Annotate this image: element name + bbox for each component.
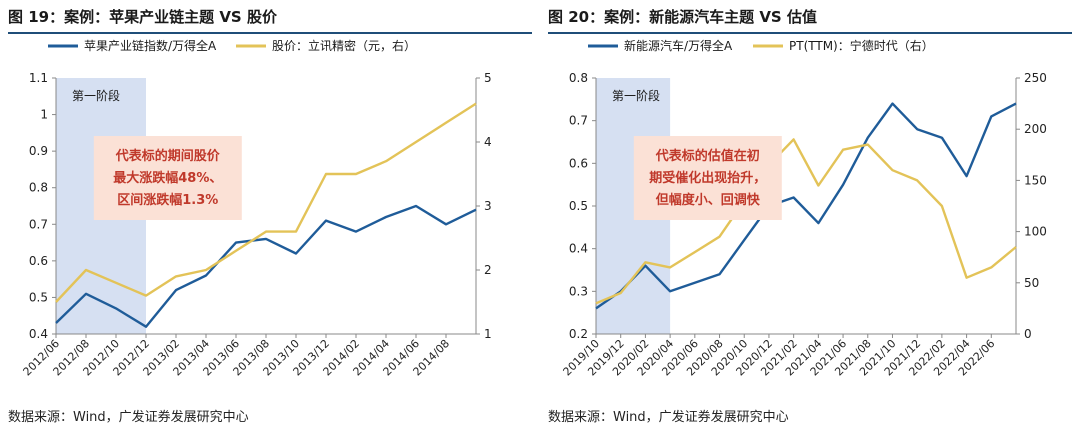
annotation-line: 代表标的估值在初 bbox=[655, 148, 760, 164]
annotation-line: 区间涨跌幅1.3% bbox=[117, 192, 218, 208]
y-tick-label-right: 200 bbox=[1024, 122, 1047, 136]
y-tick-label-left: 0.6 bbox=[29, 254, 48, 268]
data-source: 数据来源：Wind，广发证券发展研究中心 bbox=[8, 410, 249, 425]
y-tick-label-left: 0.7 bbox=[569, 114, 588, 128]
annotation-line: 但幅度小、回调快 bbox=[655, 192, 761, 208]
y-tick-label-left: 0.2 bbox=[569, 327, 588, 341]
legend-label-1: 苹果产业链指数/万得全A bbox=[84, 38, 217, 53]
y-tick-label-right: 150 bbox=[1024, 173, 1047, 187]
chart-panel-right: 图 20：案例：新能源汽车主题 VS 估值 第一阶段 0.2 0.3 0.4 0.5 0.… bbox=[548, 0, 1078, 432]
y-tick-label-left: 0.5 bbox=[569, 199, 588, 213]
y-tick-label-left: 0.4 bbox=[569, 242, 588, 256]
annotation-box bbox=[633, 136, 782, 220]
y-tick-label-left: 0.3 bbox=[569, 284, 588, 298]
y-tick-label-left: 0.5 bbox=[29, 290, 48, 304]
phase-label: 第一阶段 bbox=[612, 88, 660, 103]
y-tick-label-left: 0.9 bbox=[29, 144, 48, 158]
series-line-1 bbox=[595, 102, 1017, 310]
y-tick-label-right: 100 bbox=[1024, 225, 1047, 239]
y-tick-label-left: 0.7 bbox=[29, 217, 48, 231]
y-tick-label-left: 1.1 bbox=[29, 71, 48, 85]
y-tick-label-right: 0 bbox=[1024, 327, 1032, 341]
y-tick-label-left: 0.6 bbox=[569, 156, 588, 170]
y-tick-label-right: 3 bbox=[484, 199, 492, 213]
y-tick-label-left: 0.8 bbox=[569, 71, 588, 85]
chart-panel-left: 图 19：案例：苹果产业链主题 VS 股价 第一阶段 0.4 0.5 0.6 0.7 0.… bbox=[8, 0, 538, 432]
legend-label-1: 新能源汽车/万得全A bbox=[624, 38, 733, 53]
series-line-2 bbox=[595, 138, 1017, 305]
y-tick-label-right: 1 bbox=[484, 327, 492, 341]
y-tick-label-right: 250 bbox=[1024, 71, 1047, 85]
y-tick-label-right: 4 bbox=[484, 135, 492, 149]
y-tick-label-left: 0.8 bbox=[29, 181, 48, 195]
annotation-box bbox=[93, 136, 242, 220]
chart-nev-valuation: 第一阶段 0.2 0.3 0.4 0.5 0.6 0.7 0.8 0 50 100 150 200 250… bbox=[561, 38, 1047, 378]
y-tick-label-right: 5 bbox=[484, 71, 492, 85]
data-source: 数据来源：Wind，广发证券发展研究中心 bbox=[548, 410, 789, 425]
annotation-line: 代表标的期间股价 bbox=[115, 148, 221, 164]
annotation-line: 最大涨跌幅48%、 bbox=[113, 170, 222, 186]
figure-title: 图 19：案例：苹果产业链主题 VS 股价 bbox=[8, 6, 532, 34]
figure-title: 图 20：案例：新能源汽车主题 VS 估值 bbox=[548, 6, 1072, 34]
phase-label: 第一阶段 bbox=[72, 88, 120, 103]
chart-apple-supply-chain: 第一阶段0.40.50.60.70.80.911.1123452012/0620… bbox=[21, 38, 492, 378]
y-tick-label-left: 0.4 bbox=[29, 327, 48, 341]
y-tick-label-right: 50 bbox=[1024, 276, 1039, 290]
legend-label-2: PT(TTM)：宁德时代（右） bbox=[789, 38, 934, 53]
legend-label-2: 股价：立讯精密（元，右） bbox=[272, 38, 416, 53]
y-tick-label-left: 1 bbox=[40, 108, 48, 122]
annotation-line: 期受催化出现抬升， bbox=[649, 170, 766, 186]
y-tick-label-right: 2 bbox=[484, 263, 492, 277]
